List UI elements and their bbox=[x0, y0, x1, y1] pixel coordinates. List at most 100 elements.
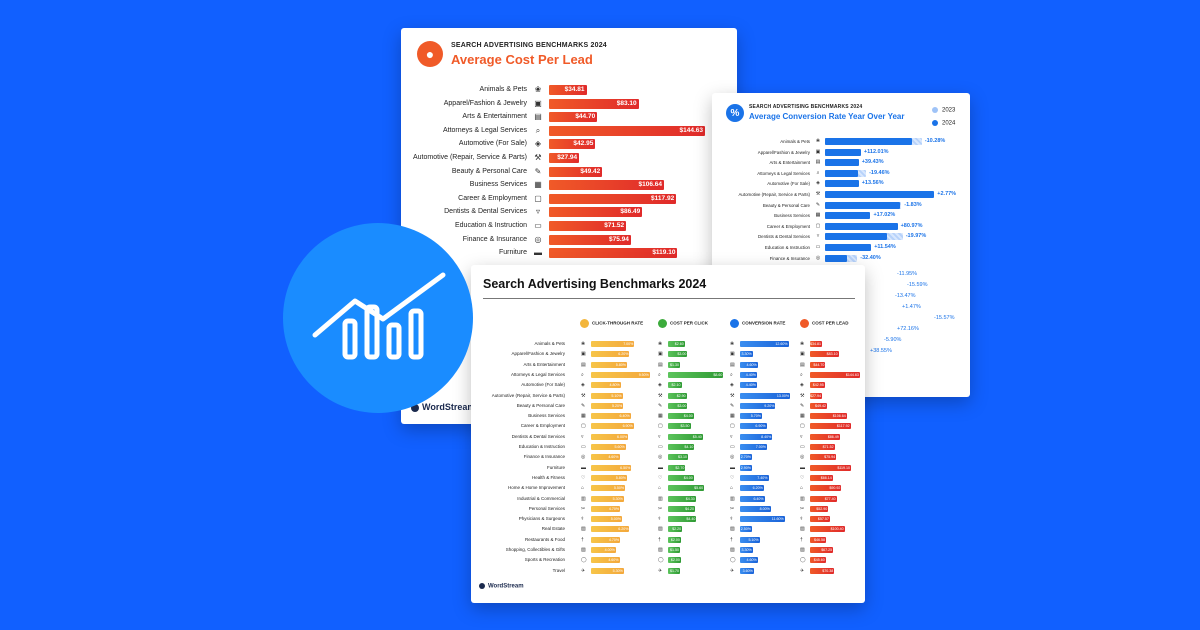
wrench-icon: ⚒ bbox=[534, 153, 542, 162]
cpc-value: $3.50 bbox=[680, 424, 690, 429]
cvr-bar bbox=[740, 485, 764, 492]
cpc-bar bbox=[668, 516, 697, 523]
cpc-value: $3.00 bbox=[677, 352, 687, 357]
cvr-value: 2.90% bbox=[740, 465, 751, 470]
ctr-value: 6.40% bbox=[619, 414, 630, 419]
ctr-cell: ⚕ 5.00% bbox=[581, 514, 655, 524]
cpc-cell: ⚒ $2.90 bbox=[658, 391, 728, 401]
table-row: Sports & Recreation ◯ 4.60% ◯ $2.00 ◯ 4.60% ◯ $4… bbox=[471, 555, 865, 565]
category-label: Attorneys & Legal Services bbox=[510, 371, 565, 377]
table-row: Furniture ▬ 6.50% ▬ $2.70 ▬ 2.90% ▬ $119.10 bbox=[471, 463, 865, 473]
category-label: Beauty & Personal Care bbox=[762, 202, 810, 208]
cpc-bar bbox=[668, 547, 680, 553]
category-label: Apparel/Fashion & Jewelry bbox=[757, 149, 810, 155]
book-icon: ▭ bbox=[815, 244, 821, 250]
car-tag-icon: ◈ bbox=[800, 382, 804, 389]
ball-icon: ◯ bbox=[581, 557, 587, 564]
book-icon: ▭ bbox=[534, 221, 542, 230]
ctr-bar bbox=[591, 361, 627, 368]
building-icon: ▧ bbox=[730, 526, 735, 533]
briefcase-icon: ▢ bbox=[800, 423, 805, 430]
cpl-value: $144.63 bbox=[845, 372, 859, 377]
cvr-cell: ◈ 4.40% bbox=[730, 380, 794, 390]
ctr-bar bbox=[591, 413, 631, 420]
cvr-bar bbox=[740, 495, 765, 502]
cvr-cell: ▧ 2.50% bbox=[730, 524, 794, 534]
ctr-bar bbox=[591, 392, 623, 399]
building-icon: ▧ bbox=[581, 526, 586, 533]
cpl-cell: ⚕ $57.57 bbox=[800, 514, 862, 524]
cpl-row: Apparel/Fashion & Jewelry ▣ $83.10 bbox=[401, 98, 731, 110]
conv-row: Arts & Entertainment ▤ +39.43% bbox=[712, 158, 967, 167]
conversion-icon bbox=[730, 319, 739, 328]
wrench-icon: ⚒ bbox=[800, 392, 805, 399]
cpl-value: $45.60 bbox=[813, 558, 825, 563]
bar-2024 bbox=[825, 212, 871, 220]
building-icon: ▧ bbox=[658, 526, 663, 533]
factory-icon: ▥ bbox=[581, 495, 586, 502]
category-label: Automotive (For Sale) bbox=[458, 140, 527, 148]
change-value: -15.59% bbox=[907, 282, 928, 288]
benchmarks-table-card: Search Advertising Benchmarks 2024 CLICK… bbox=[471, 265, 865, 603]
cpl-value: $86.49 bbox=[827, 434, 839, 439]
ctr-value: 4.00% bbox=[604, 548, 615, 552]
cpl-cell: ⚒ $27.94 bbox=[800, 391, 862, 401]
brush-icon: ✎ bbox=[581, 402, 586, 409]
category-label: Industrial & Commercial bbox=[517, 495, 565, 501]
cpc-bar bbox=[668, 495, 696, 502]
ctr-cell: ▤ 5.80% bbox=[581, 360, 655, 370]
shirt-icon: ▣ bbox=[658, 351, 663, 358]
house-icon: ⌂ bbox=[658, 485, 662, 492]
cpl-row: Beauty & Personal Care ✎ $49.42 bbox=[401, 166, 731, 178]
cpc-cell: ◯ $2.00 bbox=[658, 555, 728, 565]
fork-icon: † bbox=[658, 536, 661, 543]
ctr-value: 6.20% bbox=[618, 527, 629, 532]
bag-icon: ▨ bbox=[581, 547, 586, 553]
cpl-row: Attorneys & Legal Services ⌕ $144.63 bbox=[401, 125, 731, 137]
sofa-icon: ▬ bbox=[658, 464, 663, 471]
briefcase-icon: ▢ bbox=[534, 193, 542, 203]
ctr-bar bbox=[591, 464, 632, 471]
category-label: Dentists & Dental Services bbox=[758, 234, 810, 240]
conv-row: Automotive (Repair, Service & Parts) ⚒ +2.… bbox=[712, 190, 967, 199]
ctr-cell: ▧ 6.20% bbox=[581, 524, 655, 534]
cpl-value: $57.57 bbox=[817, 517, 829, 522]
ctr-value: 4.80% bbox=[609, 383, 620, 388]
cpc-cell: ▢ $3.50 bbox=[658, 421, 728, 431]
change-value: -19.97% bbox=[905, 233, 927, 240]
cpl-cell: ⌕ $144.63 bbox=[800, 370, 862, 380]
cpl-bar bbox=[549, 193, 677, 204]
cvr-cell: † 5.10% bbox=[730, 535, 794, 545]
cpc-bar bbox=[668, 526, 683, 533]
bar-2024 bbox=[825, 244, 872, 251]
cpc-cell: ♡ $4.00 bbox=[658, 473, 728, 483]
table-row: Attorneys & Legal Services ⌕ 9.50% ⌕ $8.60 ⌕ 4… bbox=[471, 370, 865, 380]
percent-icon: % bbox=[726, 104, 744, 122]
col-cpc: COST PER CLICK bbox=[658, 319, 708, 328]
category-label: Personal Services bbox=[528, 505, 565, 511]
cpc-cell: ▭ $4.10 bbox=[658, 442, 728, 452]
cvr-bar bbox=[740, 423, 767, 430]
col-cpl: COST PER LEAD bbox=[800, 319, 849, 328]
table-row: Industrial & Commercial ▥ 5.30% ▥ $4.30 ▥ 6.40… bbox=[471, 494, 865, 504]
heart-icon: ♡ bbox=[658, 474, 663, 481]
cpl-value: $75.94 bbox=[824, 455, 836, 460]
cpl-row: Finance & Insurance ◎ $75.94 bbox=[401, 234, 731, 246]
ctr-bar bbox=[591, 536, 621, 543]
cpl-bar bbox=[549, 125, 705, 136]
wrench-icon: ⚒ bbox=[815, 191, 821, 197]
cpc-cell: ⚕ $4.40 bbox=[658, 514, 728, 524]
cpl-value: $44.70 bbox=[813, 362, 825, 367]
cvr-cell: ▥ 6.40% bbox=[730, 494, 794, 504]
bar-2024 bbox=[825, 169, 858, 177]
magnifier-icon: ⌕ bbox=[581, 371, 584, 378]
coins-icon: ◎ bbox=[581, 454, 586, 461]
category-label: Furniture bbox=[498, 249, 527, 257]
cpl-value: $34.81 bbox=[810, 342, 821, 346]
bar-2024 bbox=[825, 138, 912, 145]
ctr-value: 6.50% bbox=[620, 465, 631, 470]
cpc-bar bbox=[668, 464, 686, 471]
table-row: Dentists & Dental Services ▿ 6.00% ▿ $5.40 ▿ 8… bbox=[471, 432, 865, 442]
cpc-cell: ▬ $2.70 bbox=[658, 463, 728, 473]
cpc-cell: ▧ $2.20 bbox=[658, 524, 728, 534]
